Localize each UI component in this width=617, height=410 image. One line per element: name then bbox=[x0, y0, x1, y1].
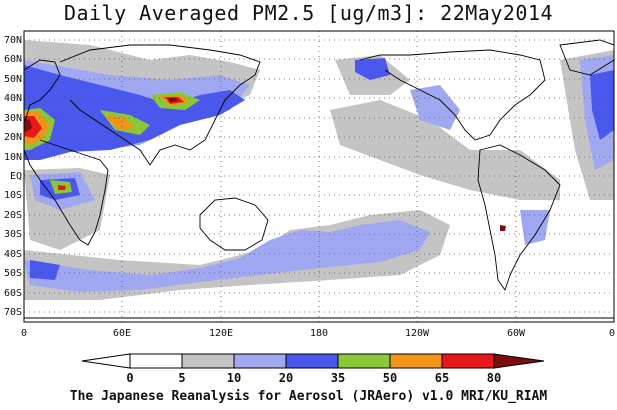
map-frame-group bbox=[23, 30, 615, 323]
lat-tick-label: 70S bbox=[4, 307, 22, 318]
lon-tick-label: 60W bbox=[507, 328, 526, 339]
lat-tick-label: 10S bbox=[4, 190, 22, 201]
lon-tick-label: 0 bbox=[21, 328, 27, 339]
colorbar-label: 50 bbox=[383, 371, 397, 385]
lat-tick-label: 20S bbox=[4, 210, 22, 221]
colorbar-high-arrow bbox=[493, 353, 545, 369]
lon-tick-label: 0 bbox=[609, 328, 615, 339]
lon-tick-label: 180 bbox=[310, 328, 328, 339]
coast-north-america bbox=[359, 49, 546, 141]
colorbar-swatch bbox=[285, 353, 339, 369]
colorbar-label: 80 bbox=[487, 371, 501, 385]
map-border bbox=[23, 30, 615, 323]
coast-australia bbox=[199, 197, 269, 251]
colorbar-label: 20 bbox=[279, 371, 293, 385]
colorbar bbox=[81, 353, 545, 369]
lat-tick-label: 60N bbox=[4, 54, 22, 65]
colorbar-label: 65 bbox=[435, 371, 449, 385]
map-title: Daily Averaged PM2.5 [ug/m3]: 22May2014 bbox=[63, 1, 554, 25]
coastlines bbox=[23, 39, 615, 319]
colorbar-label: 0 bbox=[126, 371, 133, 385]
colorbar-label: 5 bbox=[178, 371, 185, 385]
colorbar-label: 35 bbox=[331, 371, 345, 385]
graticule bbox=[24, 31, 614, 322]
lat-labels: 70N 60N 50N 40N 30N 20N 10N EQ 10S 20S 3… bbox=[4, 35, 22, 318]
lon-tick-label: 120W bbox=[405, 328, 430, 339]
lat-tick-label: 50N bbox=[4, 74, 22, 85]
lat-tick-label: 60S bbox=[4, 288, 22, 299]
lon-tick-label: 120E bbox=[209, 328, 233, 339]
lat-tick-label: 70N bbox=[4, 35, 22, 46]
lat-tick-label: 40S bbox=[4, 249, 22, 260]
lat-tick-label: EQ bbox=[10, 171, 22, 182]
lat-tick-label: 30N bbox=[4, 113, 22, 124]
lat-tick-label: 30S bbox=[4, 229, 22, 240]
shade-level-20 bbox=[24, 58, 614, 280]
lat-tick-label: 20N bbox=[4, 132, 22, 143]
colorbar-low-arrow bbox=[81, 353, 131, 369]
colorbar-swatch bbox=[389, 353, 443, 369]
colorbar-label: 10 bbox=[227, 371, 241, 385]
coast-europe-africa bbox=[23, 59, 109, 246]
coast-south-america bbox=[477, 144, 561, 291]
lat-tick-label: 50S bbox=[4, 268, 22, 279]
colorbar-swatch bbox=[181, 353, 235, 369]
lat-tick-label: 10N bbox=[4, 152, 22, 163]
colorbar-swatch bbox=[233, 353, 287, 369]
coast-asia bbox=[59, 44, 261, 166]
lon-labels: 0 60E 120E 180 120W 60W 0 bbox=[21, 328, 615, 339]
colorbar-labels: 0 5 10 20 35 50 65 80 bbox=[126, 371, 501, 385]
colorbar-swatch bbox=[337, 353, 391, 369]
colorbar-swatch bbox=[129, 353, 183, 369]
lon-tick-label: 60E bbox=[113, 328, 131, 339]
lat-tick-label: 40N bbox=[4, 93, 22, 104]
data-source-credit: The Japanese Reanalysis for Aerosol (JRA… bbox=[69, 389, 548, 404]
colorbar-swatch bbox=[441, 353, 495, 369]
